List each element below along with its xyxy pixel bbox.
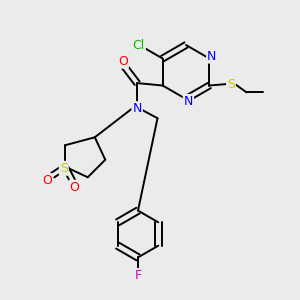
Text: S: S bbox=[227, 77, 235, 91]
Text: N: N bbox=[184, 95, 193, 108]
Text: O: O bbox=[42, 174, 52, 187]
Text: O: O bbox=[118, 55, 128, 68]
Text: Cl: Cl bbox=[133, 39, 145, 52]
Text: F: F bbox=[134, 269, 142, 282]
Text: N: N bbox=[207, 50, 217, 63]
Text: O: O bbox=[69, 181, 79, 194]
Text: S: S bbox=[60, 162, 68, 175]
Text: N: N bbox=[132, 102, 142, 115]
